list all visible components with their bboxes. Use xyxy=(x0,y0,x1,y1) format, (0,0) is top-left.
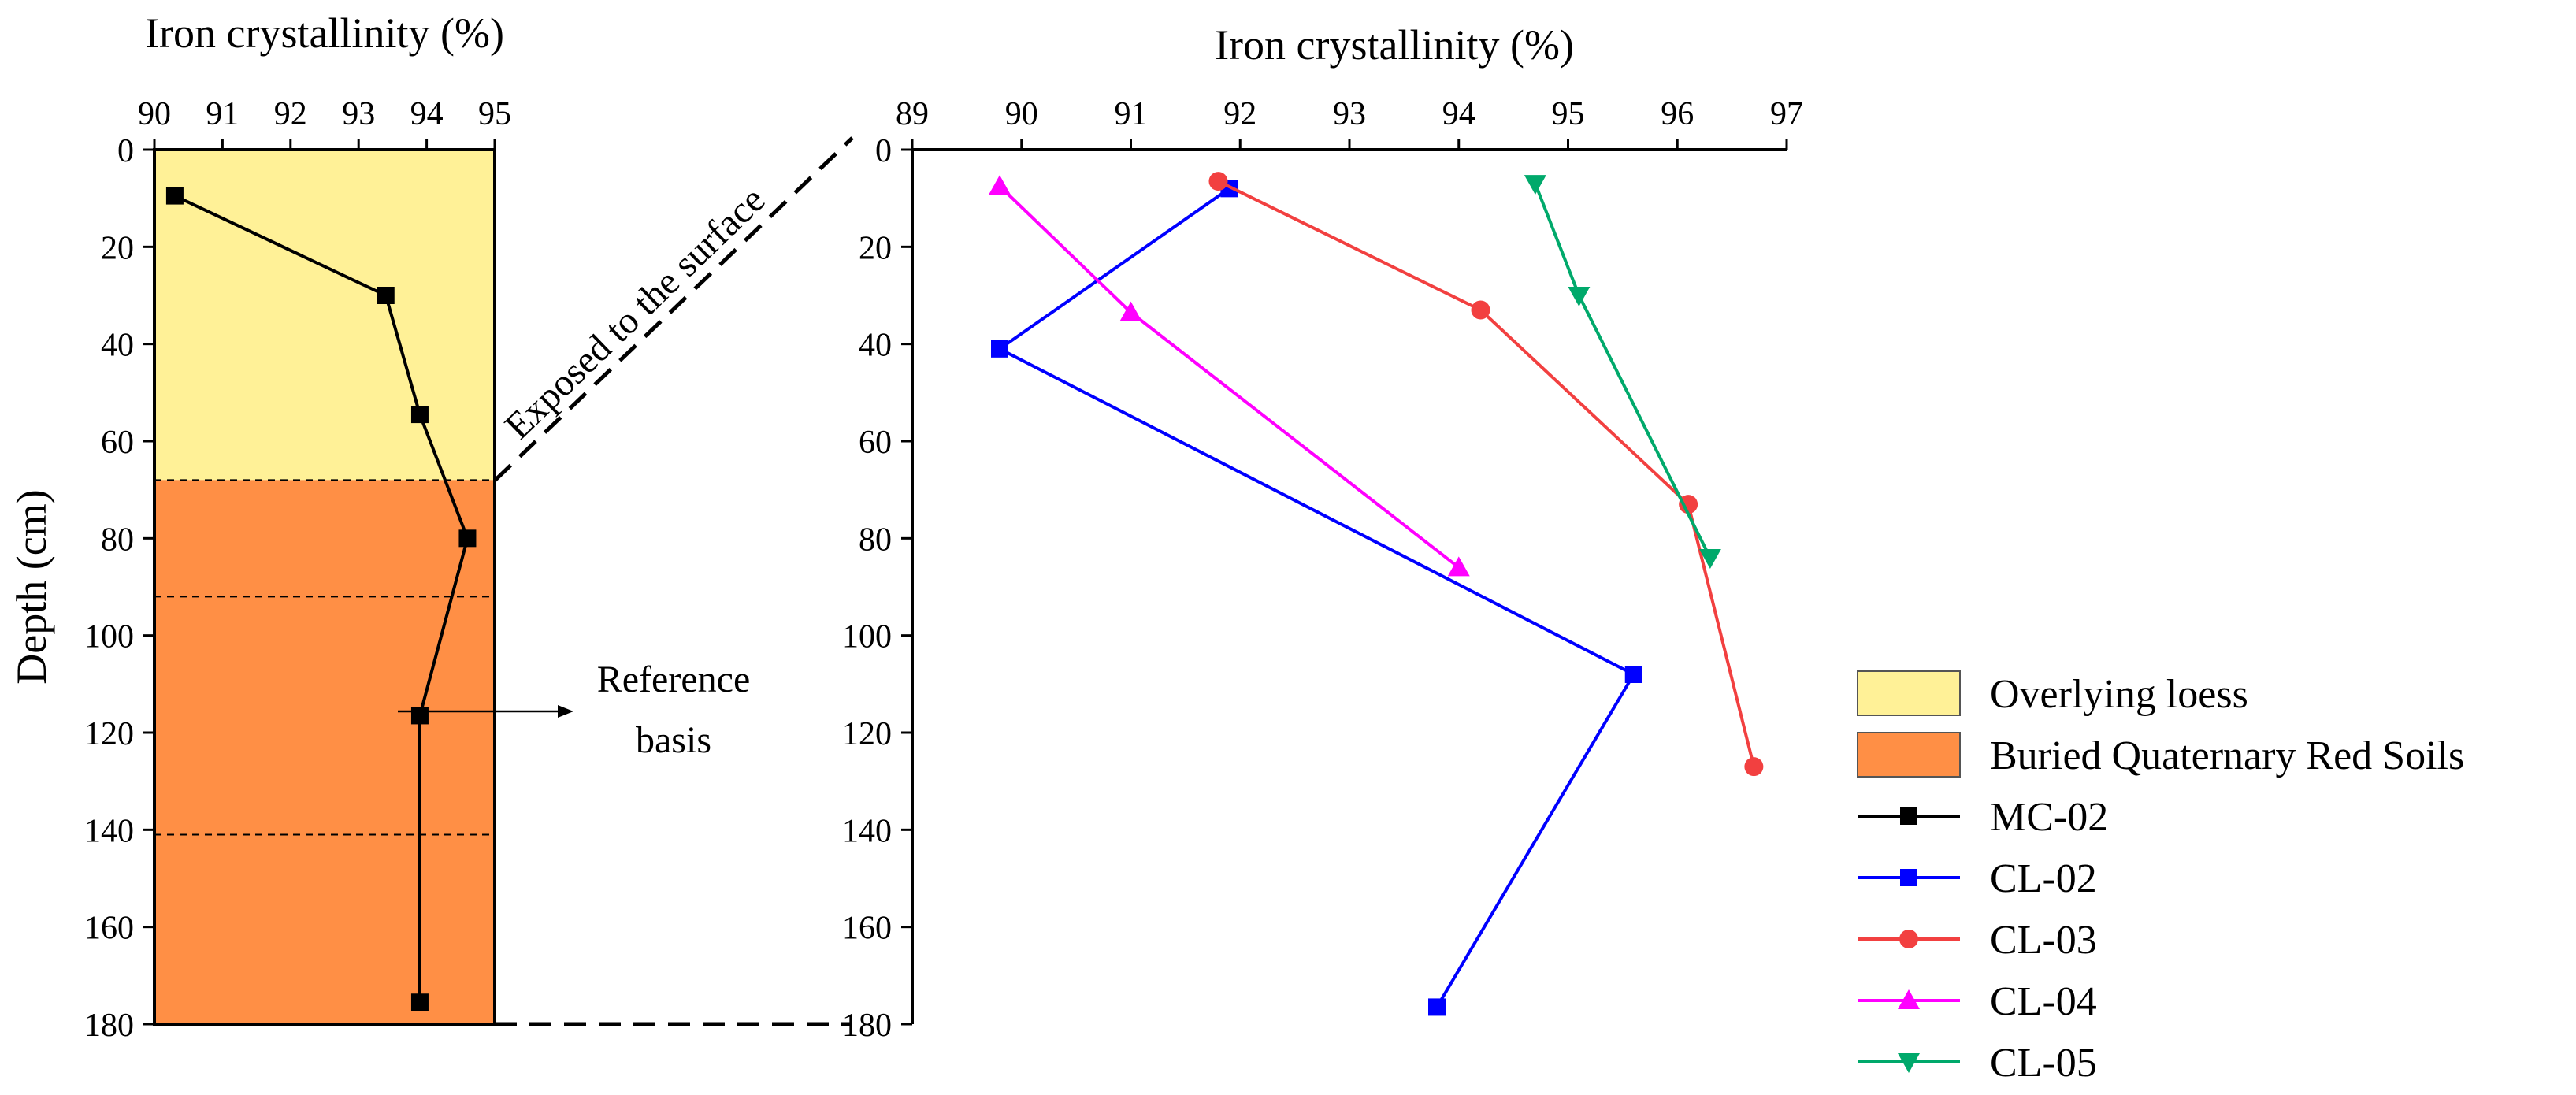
right-y-tick-label: 40 xyxy=(859,328,892,364)
left-point-mc-02 xyxy=(410,406,429,424)
right-x-tick-label: 91 xyxy=(1115,96,1148,132)
left-x-tick-label: 94 xyxy=(410,96,444,132)
right-y-tick-label: 140 xyxy=(842,813,892,849)
right-point-cl-03 xyxy=(1679,495,1698,514)
left-y-tick-label: 140 xyxy=(84,813,134,849)
right-y-tick-label: 60 xyxy=(859,425,892,461)
right-series-line-cl-04 xyxy=(998,184,1460,569)
right-point-cl-02 xyxy=(1624,666,1642,683)
left-y-ticks: 0 20 40 60 80 100 120 140 160 180 xyxy=(84,133,154,1044)
right-point-cl-03 xyxy=(1208,172,1228,191)
right-point-cl-05 xyxy=(1524,175,1546,195)
right-y-tick-label: 20 xyxy=(859,230,892,266)
right-x-tick-label: 95 xyxy=(1552,96,1585,132)
right-x-tick-label: 89 xyxy=(896,96,929,132)
layer-band-red-soil xyxy=(154,480,495,1024)
right-point-cl-03 xyxy=(1744,757,1764,777)
right-series xyxy=(989,172,1764,1016)
left-layer-bands xyxy=(154,150,495,1024)
right-x-tick-label: 90 xyxy=(1005,96,1038,132)
right-x-tick-label: 93 xyxy=(1333,96,1366,132)
right-y-tick-label: 0 xyxy=(875,133,892,169)
right-point-cl-03 xyxy=(1471,300,1490,320)
left-y-tick-label: 180 xyxy=(84,1008,134,1044)
left-x-axis-title: Iron crystallinity (%) xyxy=(145,9,504,57)
right-y-tick-label: 80 xyxy=(859,522,892,558)
left-y-tick-label: 20 xyxy=(101,230,134,266)
legend-swatch-buried-quaternary-red-soils xyxy=(1857,732,1961,778)
legend-label-cl-05: CL-05 xyxy=(1990,1041,2097,1086)
right-y-tick-label: 180 xyxy=(842,1008,892,1044)
left-x-ticks: 90 91 92 93 94 95 xyxy=(138,96,511,150)
left-x-tick-label: 90 xyxy=(138,96,171,132)
left-point-mc-02 xyxy=(165,187,184,205)
left-point-mc-02 xyxy=(410,993,429,1011)
right-point-cl-04 xyxy=(1447,556,1470,577)
right-x-tick-label: 92 xyxy=(1223,96,1256,132)
legend-marker-mc-02 xyxy=(1900,807,1917,825)
reference-basis-arrowhead xyxy=(558,705,573,718)
right-panel: 89 90 91 92 93 94 95 96 97 0 20 40 60 80 100 120 140 160… xyxy=(842,21,1803,1044)
right-y-tick-label: 100 xyxy=(842,619,892,655)
legend-label-overlying-loess: Overlying loess xyxy=(1990,672,2248,717)
left-y-axis-title: Depth (cm) xyxy=(8,489,55,684)
legend-label-mc-02: MC-02 xyxy=(1990,795,2108,840)
right-series-line-cl-02 xyxy=(997,187,1636,1008)
right-point-cl-04 xyxy=(1119,301,1142,321)
right-point-cl-02 xyxy=(991,340,1008,358)
legend: Overlying loess Buried Quaternary Red Soi… xyxy=(1857,670,2464,1086)
left-x-tick-label: 92 xyxy=(274,96,307,132)
legend-swatch-overlying-loess xyxy=(1857,670,1961,716)
left-dashed-lines xyxy=(154,479,495,836)
left-x-tick-label: 91 xyxy=(206,96,239,132)
right-x-axis-title: Iron crystallinity (%) xyxy=(1215,21,1574,69)
legend-marker-cl-04 xyxy=(1898,989,1920,1009)
legend-marker-cl-03 xyxy=(1899,930,1918,948)
legend-marker-cl-05 xyxy=(1898,1053,1920,1073)
left-point-mc-02 xyxy=(377,287,395,304)
right-point-cl-05 xyxy=(1698,549,1721,569)
left-y-tick-label: 160 xyxy=(84,911,134,947)
layer-band-loess xyxy=(154,150,495,481)
legend-label-cl-03: CL-03 xyxy=(1990,918,2097,963)
legend-label-cl-04: CL-04 xyxy=(1990,979,2097,1024)
reference-basis-label-line1: Reference xyxy=(597,659,751,700)
right-point-cl-04 xyxy=(989,175,1011,195)
left-panel: 90 91 92 93 94 95 0 20 40 60 80 100 120 140 160 180 Ir… xyxy=(8,9,854,1044)
left-point-mc-02 xyxy=(458,529,477,548)
right-y-tick-label: 160 xyxy=(842,911,892,947)
left-y-tick-label: 0 xyxy=(117,133,134,169)
right-point-cl-02 xyxy=(1428,998,1446,1016)
legend-label-buried-quaternary-red-soils: Buried Quaternary Red Soils xyxy=(1990,733,2464,778)
right-x-tick-label: 97 xyxy=(1770,96,1803,132)
legend-marker-cl-02 xyxy=(1900,869,1917,886)
left-y-tick-label: 100 xyxy=(84,619,134,655)
left-y-tick-label: 120 xyxy=(84,716,134,752)
left-y-tick-label: 40 xyxy=(101,328,134,364)
surface-connector-line xyxy=(493,136,854,482)
left-point-mc-02 xyxy=(410,707,429,725)
right-series-line-cl-03 xyxy=(1217,180,1756,767)
right-x-ticks: 89 90 91 92 93 94 95 96 97 xyxy=(896,96,1803,150)
right-point-cl-05 xyxy=(1568,287,1591,306)
left-x-tick-label: 95 xyxy=(478,96,511,132)
legend-label-cl-02: CL-02 xyxy=(1990,856,2097,901)
exposed-to-surface-label: Exposed to the surface xyxy=(497,179,773,447)
left-y-tick-label: 60 xyxy=(101,425,134,461)
left-y-tick-label: 80 xyxy=(101,522,134,558)
left-x-tick-label: 93 xyxy=(342,96,375,132)
right-y-tick-label: 120 xyxy=(842,716,892,752)
left-plot-frame xyxy=(153,148,496,1026)
reference-basis-label-line2: basis xyxy=(636,719,711,761)
left-series-line-mc-02 xyxy=(174,194,470,1003)
right-x-tick-label: 96 xyxy=(1661,96,1694,132)
right-y-ticks: 0 20 40 60 80 100 120 140 160 180 xyxy=(842,133,912,1044)
right-x-tick-label: 94 xyxy=(1442,96,1475,132)
